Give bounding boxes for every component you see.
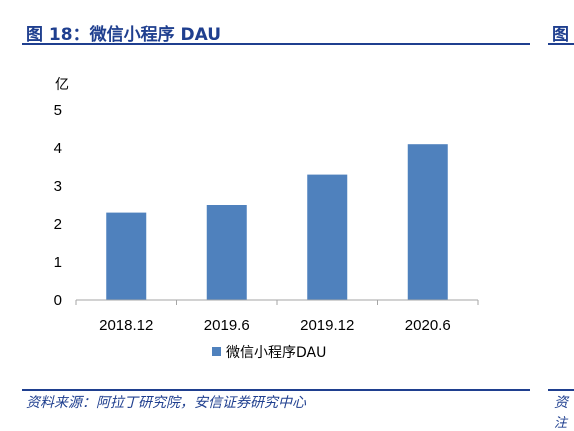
bar-2019.6 — [206, 205, 247, 300]
y-axis-unit-label: 亿 — [55, 77, 69, 93]
source-note: 资料来源：阿拉丁研究院，安信证券研究中心 — [26, 395, 306, 411]
legend-swatch — [212, 347, 221, 356]
legend: 微信小程序DAU — [212, 345, 326, 361]
x-tick-label: 2018.12 — [99, 317, 153, 334]
y-tick-label: 3 — [54, 178, 62, 195]
adjacent-title-rule — [548, 43, 574, 45]
bar-2019.12 — [307, 174, 348, 300]
x-tick-label: 2020.6 — [405, 317, 451, 334]
y-tick-label: 0 — [54, 292, 62, 309]
y-tick-label: 2 — [54, 216, 62, 233]
y-tick-label: 1 — [54, 254, 62, 271]
x-tick-label: 2019.12 — [300, 317, 354, 334]
adjacent-note: 注 — [554, 416, 568, 431]
x-tick-label: 2019.6 — [204, 317, 250, 334]
y-tick-label: 5 — [54, 102, 62, 119]
y-tick-label: 4 — [54, 140, 62, 157]
legend-label: 微信小程序DAU — [226, 345, 326, 361]
title-rule — [22, 43, 530, 45]
bar-2018.12 — [106, 212, 147, 300]
bar-2020.6 — [407, 144, 448, 300]
adjacent-figure-title: 图 — [552, 25, 569, 45]
adjacent-source-rule — [548, 389, 574, 391]
figure-title: 图 18：微信小程序 DAU — [26, 25, 222, 45]
source-rule — [22, 389, 530, 391]
adjacent-source-note: 资 — [554, 395, 568, 411]
